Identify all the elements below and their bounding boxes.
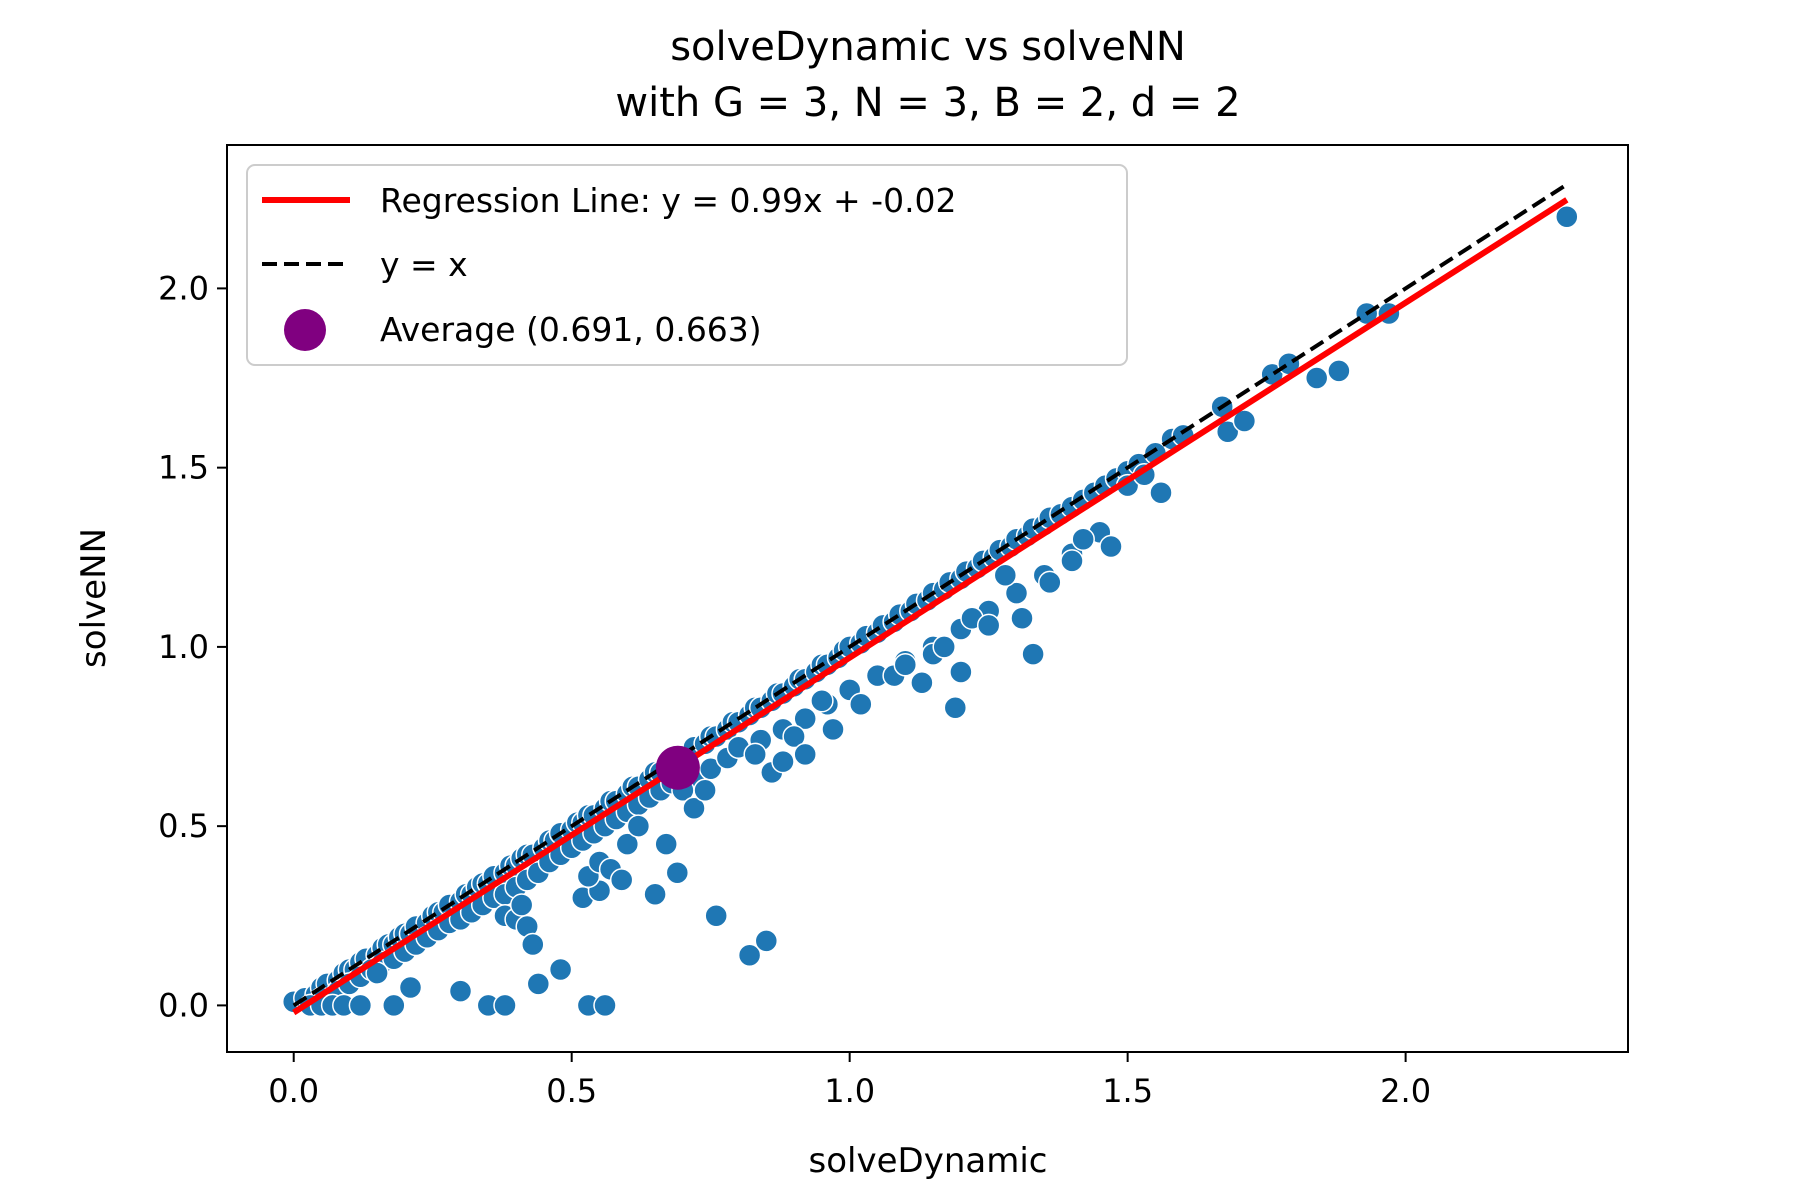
- data-point: [526, 972, 551, 996]
- data-point: [1038, 570, 1062, 595]
- x-axis-label: solveDynamic: [809, 1141, 1048, 1181]
- data-point: [793, 706, 817, 731]
- data-point: [1327, 359, 1351, 383]
- data-point: [1304, 366, 1329, 390]
- identity-line: [292, 182, 1568, 1008]
- data-point: [771, 749, 795, 774]
- data-point: [1010, 606, 1034, 630]
- data-point: [810, 688, 834, 713]
- legend: Regression Line: y = 0.99x + -0.02 y = x…: [246, 164, 1128, 366]
- data-point: [493, 993, 517, 1018]
- data-point: [643, 882, 667, 907]
- data-point: [821, 717, 845, 742]
- data-point: [626, 814, 651, 838]
- x-tick-label: 0.0: [268, 1072, 319, 1110]
- data-point: [943, 696, 968, 720]
- data-point: [593, 993, 617, 1018]
- reference-lines: [292, 182, 1569, 1016]
- data-point: [448, 979, 473, 1003]
- data-point: [1004, 581, 1029, 605]
- data-point: [521, 932, 545, 957]
- data-point: [893, 653, 918, 677]
- y-tick-label: 1.5: [158, 449, 209, 487]
- x-tick-label: 2.0: [1380, 1072, 1431, 1110]
- data-point: [615, 832, 640, 856]
- y-tick-label: 0.5: [158, 807, 209, 845]
- data-point: [976, 613, 1001, 638]
- data-point: [849, 692, 873, 717]
- data-point: [348, 993, 373, 1018]
- data-point: [993, 563, 1018, 587]
- data-point: [654, 832, 678, 856]
- x-axis-ticks: 0.0 0.5 1.0 1.5 2.0: [268, 1052, 1431, 1110]
- data-point: [1555, 204, 1579, 229]
- legend-average-swatch: [284, 309, 326, 351]
- data-point: [704, 904, 728, 928]
- y-axis-ticks: 0.0 0.5 1.0 1.5 2.0: [158, 269, 227, 1024]
- data-point: [782, 724, 806, 749]
- data-point: [932, 635, 956, 659]
- data-point: [1099, 534, 1123, 559]
- data-point: [1021, 642, 1045, 666]
- data-point: [1071, 527, 1095, 552]
- legend-regression-label: Regression Line: y = 0.99x + -0.02: [380, 181, 957, 220]
- data-point: [382, 993, 406, 1018]
- data-point: [1060, 549, 1084, 573]
- data-point: [609, 868, 634, 892]
- data-point: [737, 943, 762, 967]
- data-point: [509, 893, 534, 917]
- data-point: [398, 975, 423, 1000]
- legend-identity-label: y = x: [380, 245, 468, 284]
- data-point: [754, 929, 779, 953]
- data-point: [548, 957, 573, 982]
- y-axis-label: solveNN: [74, 528, 114, 668]
- average-marker-layer: [655, 745, 700, 790]
- data-point: [793, 742, 817, 767]
- y-tick-label: 1.0: [158, 628, 209, 666]
- data-point: [693, 778, 717, 803]
- legend-box: [246, 164, 1128, 366]
- data-point: [1232, 409, 1257, 433]
- regression-line: [292, 197, 1569, 1016]
- data-point: [743, 742, 767, 767]
- x-tick-label: 0.5: [546, 1072, 597, 1110]
- plot-frame: [226, 144, 1629, 1053]
- x-tick-label: 1.5: [1102, 1072, 1153, 1110]
- data-point: [1149, 480, 1173, 505]
- chart-subtitle: with G = 3, N = 3, B = 2, d = 2: [615, 80, 1240, 126]
- data-point: [682, 796, 706, 820]
- x-tick-label: 1.0: [824, 1072, 875, 1110]
- y-tick-label: 2.0: [158, 269, 209, 307]
- chart-title: solveDynamic vs solveNN: [670, 24, 1186, 70]
- data-point: [1215, 420, 1240, 444]
- legend-average-label: Average (0.691, 0.663): [380, 310, 762, 349]
- data-point: [949, 660, 973, 684]
- data-point: [910, 670, 934, 695]
- data-point: [665, 861, 690, 885]
- y-tick-label: 0.0: [158, 986, 209, 1024]
- average-marker: [655, 745, 700, 790]
